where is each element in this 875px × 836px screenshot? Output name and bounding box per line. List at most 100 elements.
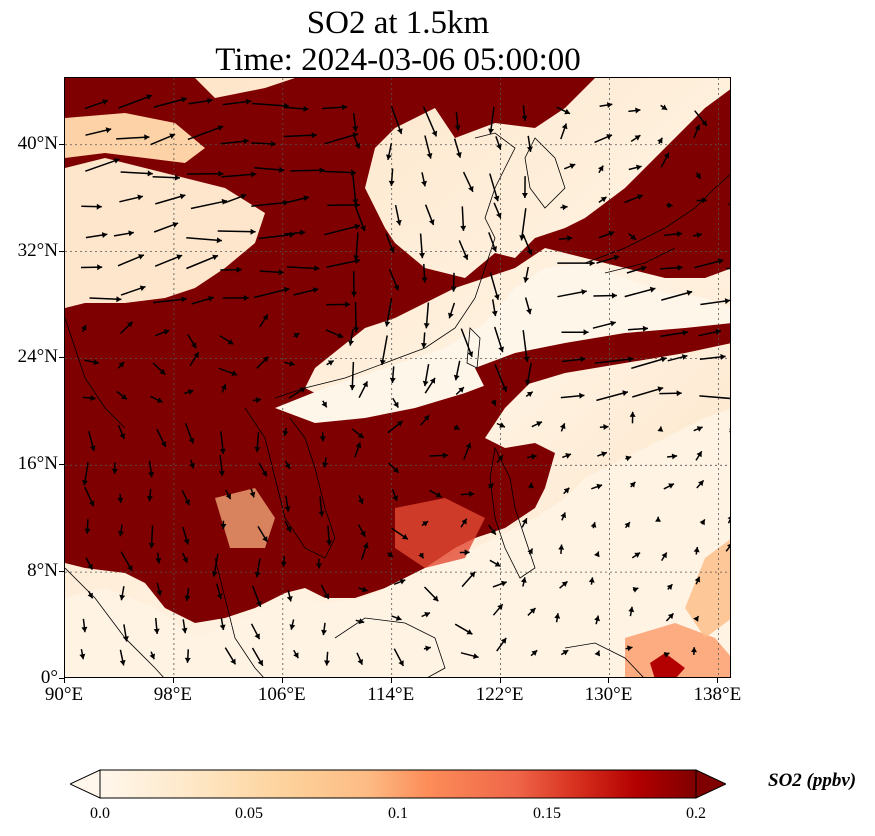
wind-arrow <box>220 138 249 145</box>
wind-arrow <box>429 489 442 498</box>
wind-arrow <box>489 272 500 301</box>
wind-arrow <box>420 414 430 426</box>
wind-arrow <box>81 324 87 333</box>
wind-arrow <box>660 152 670 168</box>
y-tick-mark <box>59 464 64 466</box>
wind-arrow <box>496 637 507 652</box>
coastline-indochina <box>244 407 336 559</box>
wind-arrow <box>696 479 705 489</box>
wind-arrow <box>154 254 183 267</box>
wind-arrow <box>325 329 344 339</box>
wind-arrow <box>190 198 228 210</box>
coastline-japan <box>584 174 730 274</box>
wind-arrow <box>84 359 100 366</box>
x-tick-mark <box>608 678 610 683</box>
wind-arrow <box>526 135 533 153</box>
wind-arrow <box>496 454 504 463</box>
wind-arrow <box>181 552 188 564</box>
wind-arrow <box>520 577 527 587</box>
wind-arrow <box>522 330 530 362</box>
wind-arrow <box>119 649 126 666</box>
wind-arrow <box>186 254 219 270</box>
wind-arrow <box>388 168 395 186</box>
wind-arrow <box>326 359 335 366</box>
so2-plume-east <box>475 323 730 388</box>
wind-arrow <box>389 366 396 384</box>
wind-arrow <box>220 266 242 273</box>
wind-arrow <box>211 553 219 577</box>
wind-arrow <box>152 362 166 376</box>
wind-arrow <box>220 383 227 393</box>
wind-arrow <box>421 520 429 527</box>
wind-arrow <box>358 495 364 505</box>
wind-arrow <box>184 389 194 395</box>
wind-arrow <box>557 260 595 267</box>
wind-arrow <box>184 649 191 663</box>
wind-arrow <box>667 354 688 362</box>
wind-arrow <box>725 544 730 552</box>
wind-arrow <box>694 258 724 269</box>
wind-arrow <box>293 649 299 659</box>
coastline-korea <box>524 137 566 209</box>
wind-arrow <box>523 266 530 283</box>
wind-arrow <box>321 400 328 408</box>
wind-arrow <box>251 199 289 207</box>
wind-arrow <box>152 174 181 181</box>
wind-arrow <box>628 107 641 114</box>
wind-arrow <box>219 617 226 631</box>
wind-arrow <box>390 106 403 135</box>
wind-arrow <box>666 583 673 590</box>
wind-arrow <box>357 524 366 537</box>
y-tick-label: 40°N <box>17 132 58 154</box>
wind-arrow <box>251 585 262 608</box>
wind-arrow <box>525 391 534 398</box>
wind-arrow <box>384 297 393 327</box>
wind-arrow <box>221 171 257 178</box>
wind-arrow <box>421 612 431 618</box>
wind-arrow <box>527 607 537 616</box>
wind-arrow <box>590 521 597 529</box>
wind-arrow <box>89 296 122 303</box>
wind-arrow <box>661 290 693 301</box>
wind-arrow <box>695 450 703 461</box>
wind-arrow <box>353 135 361 149</box>
wind-arrow <box>560 204 568 211</box>
wind-arrow <box>628 606 635 617</box>
wind-arrow <box>254 166 285 173</box>
wind-arrow <box>120 285 146 296</box>
wind-arrow <box>290 167 325 174</box>
wind-arrow <box>522 234 533 256</box>
wind-arrow <box>594 134 613 144</box>
wind-arrow <box>286 590 293 602</box>
wind-arrow <box>562 356 586 363</box>
wind-arrow <box>119 194 144 203</box>
x-tick-label: 90°E <box>44 684 84 705</box>
wind-arrow <box>186 236 222 244</box>
wind-arrow <box>458 240 469 261</box>
wind-arrow <box>379 335 388 366</box>
wind-arrow <box>729 581 730 582</box>
wind-arrow <box>188 97 213 105</box>
x-tick-label: 138°E <box>693 684 742 705</box>
wind-arrow <box>495 136 502 150</box>
wind-arrow <box>318 496 325 517</box>
wind-arrow <box>521 176 528 199</box>
wind-arrow <box>117 494 124 504</box>
wind-arrow <box>82 395 96 401</box>
wind-arrow <box>218 367 238 376</box>
wind-arrow <box>423 645 431 652</box>
wind-arrow <box>597 451 608 457</box>
wind-arrow <box>117 361 125 369</box>
wind-arrow <box>360 542 369 560</box>
wind-arrow <box>461 571 476 588</box>
wind-arrow <box>460 518 468 528</box>
wind-arrow <box>632 587 639 593</box>
coastline-china <box>274 132 516 399</box>
colorbar-label: SO2 (ppbv) <box>768 770 857 791</box>
x-tick-mark <box>717 678 719 683</box>
wind-arrow <box>289 619 296 630</box>
wind-arrow <box>730 137 731 143</box>
wind-arrow <box>87 431 96 452</box>
colorbar-tick-label: 0.15 <box>533 805 561 822</box>
wind-arrow <box>596 254 620 264</box>
